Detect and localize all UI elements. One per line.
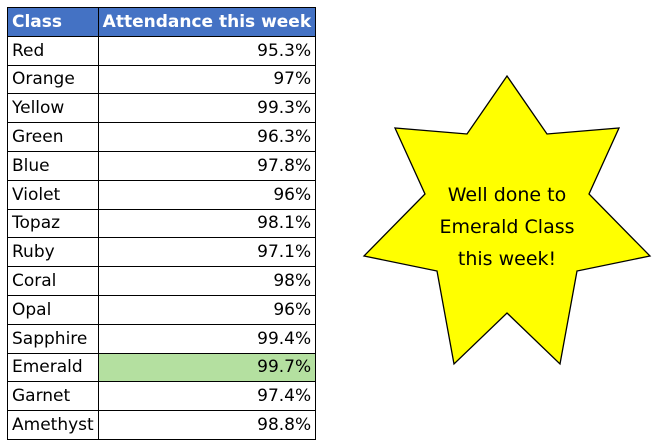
header-attendance[interactable]: Attendance this week [97,7,317,37]
star-callout[interactable]: Well done to Emerald Class this week! [357,66,657,376]
table-row: Orange 97% [7,64,317,95]
class-cell[interactable]: Red [7,35,99,66]
class-cell[interactable]: Amethyst [7,410,99,440]
star-message-line: Emerald Class [439,216,575,238]
attendance-cell[interactable]: 98.1% [97,208,317,239]
table-row: Blue 97.8% [7,150,317,181]
attendance-cell[interactable]: 96.3% [97,122,317,152]
attendance-cell[interactable]: 96% [97,179,317,210]
star-message-line: this week! [457,248,557,270]
attendance-cell-highlighted[interactable]: 99.7% [97,352,317,383]
table-row-highlighted: Emerald 99.7% [7,352,317,383]
class-cell[interactable]: Coral [7,266,99,296]
table-row: Yellow 99.3% [7,93,317,124]
attendance-cell[interactable]: 99.4% [97,323,317,354]
class-cell[interactable]: Topaz [7,208,99,239]
class-cell[interactable]: Yellow [7,93,99,124]
star-message-line: Well done to [447,184,567,206]
class-cell[interactable]: Blue [7,150,99,181]
class-cell[interactable]: Violet [7,179,99,210]
class-cell[interactable]: Green [7,122,99,152]
header-row: Class Attendance this week [7,7,317,37]
attendance-cell[interactable]: 97.4% [97,381,317,412]
class-cell[interactable]: Sapphire [7,323,99,354]
header-class[interactable]: Class [7,7,99,37]
table-row: Green 96.3% [7,122,317,152]
table-row: Violet 96% [7,179,317,210]
class-cell[interactable]: Garnet [7,381,99,412]
table-row: Red 95.3% [7,35,317,66]
star-message: Well done to Emerald Class this week! [407,179,607,275]
class-cell[interactable]: Ruby [7,237,99,268]
star-shape [362,74,652,366]
attendance-cell[interactable]: 97.1% [97,237,317,268]
class-cell[interactable]: Orange [7,64,99,95]
table-row: Amethyst 98.8% [7,410,317,440]
table-row: Garnet 97.4% [7,381,317,412]
attendance-cell[interactable]: 96% [97,294,317,325]
class-cell[interactable]: Opal [7,294,99,325]
table-row: Topaz 98.1% [7,208,317,239]
attendance-cell[interactable]: 95.3% [97,35,317,66]
table-row: Sapphire 99.4% [7,323,317,354]
class-cell[interactable]: Emerald [7,352,99,383]
attendance-table: Class Attendance this week Red 95.3% Ora… [7,7,317,440]
table-row: Ruby 97.1% [7,237,317,268]
attendance-cell[interactable]: 97% [97,64,317,95]
table-row: Opal 96% [7,294,317,325]
attendance-cell[interactable]: 98% [97,266,317,296]
attendance-cell[interactable]: 99.3% [97,93,317,124]
attendance-cell[interactable]: 97.8% [97,150,317,181]
table-row: Coral 98% [7,266,317,296]
attendance-cell[interactable]: 98.8% [97,410,317,440]
